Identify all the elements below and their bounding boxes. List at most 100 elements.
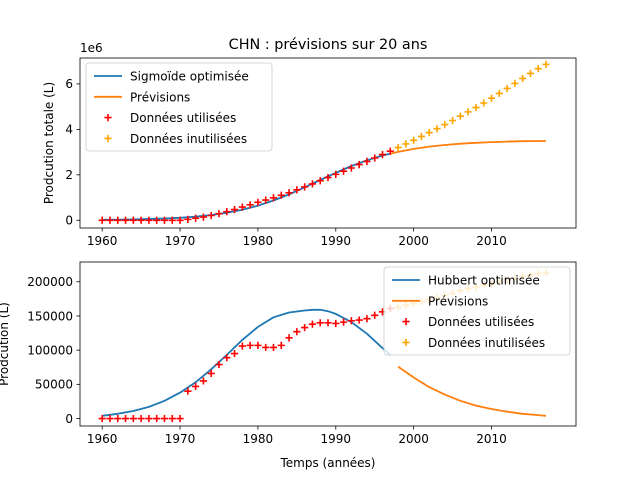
data-point [269,194,278,202]
data-point [285,189,293,197]
legend-marker-handle [104,114,112,122]
legend-label: Hubbert optimisée [428,274,540,288]
data-point [487,94,496,102]
data-point [254,341,262,349]
data-point [301,323,309,332]
data-point [417,132,426,141]
data-point [98,414,106,423]
series-line-1 [390,140,546,155]
data-point [199,377,208,385]
y-tick-label: 200000 [27,275,73,289]
y-offset-label: 1e6 [80,41,103,55]
data-point [324,173,332,182]
data-point [378,150,387,159]
legend-marker-handle [402,318,410,326]
data-point [262,343,270,352]
y-tick-label: 0 [65,412,73,426]
data-point [332,319,340,328]
data-point [238,342,246,350]
data-point [472,103,480,112]
legend: Sigmoïde optimisée Prévisions Données util… [85,62,273,152]
data-point [160,414,169,423]
x-axis-label: Temps (années) [280,456,376,470]
legend-marker-handle [104,134,112,142]
legend-label: Prévisions [428,294,488,308]
data-point [425,128,433,137]
data-point [176,414,184,423]
data-point [277,341,285,349]
y-tick-label: 100000 [27,343,73,357]
data-point [129,414,137,423]
data-point [121,414,130,423]
data-point [176,216,184,224]
legend-label: Prévisions [130,90,190,104]
legend: Hubbert optimisée Prévisions Données utili… [383,266,571,356]
data-point [137,414,145,423]
data-point [262,196,270,204]
x-tick-label: 1970 [165,432,196,446]
x-tick-label: 1990 [321,234,352,248]
chart-title: CHN : prévisions sur 20 ans [229,37,428,53]
x-tick-label: 1980 [243,432,274,446]
data-point [192,214,200,222]
data-point [386,147,394,155]
data-point [230,205,239,214]
data-point [355,160,363,169]
data-point [503,84,511,93]
data-point [207,211,215,220]
legend-label: Sigmoïde optimisée [130,70,249,84]
x-tick-label: 2000 [398,234,429,248]
legend-box [85,62,273,152]
y-tick-label: 150000 [27,309,73,323]
legend-label: Données utilisées [428,315,534,329]
y-axis-label: Prodcution (L) [0,302,11,386]
data-point [402,140,410,148]
data-point [456,112,464,120]
top-panel: 1960 1970 1980 1990 2000 2010 0 2 4 6 1e6 Prodcutio… [42,41,577,248]
data-point [495,89,503,98]
series-line-1 [397,365,547,417]
data-point [448,116,457,125]
data-point [355,316,363,324]
data-point [332,170,340,178]
data-point [106,414,114,423]
data-point [121,216,130,224]
data-point [145,414,153,423]
data-point [207,369,215,378]
y-axis-label: Prodcution totale (L) [42,82,56,204]
data-point [410,136,418,144]
legend-label: Données inutilisées [130,132,247,146]
legend-marker-handle [402,338,410,346]
data-point [526,69,535,78]
data-point [433,125,441,133]
data-point [316,319,324,327]
legend-label: Données inutilisées [428,336,545,350]
data-point [363,157,371,166]
data-point [534,65,542,73]
bottom-panel: 1960 1970 1980 1990 2000 2010 0 50000 100000 1500… [0,261,577,470]
data-point [184,387,192,395]
data-point [153,216,161,224]
data-point [371,311,379,319]
legend-label: Données utilisées [130,111,236,125]
data-point [184,215,192,223]
data-point [246,201,254,209]
plot-frame [79,57,577,229]
data-point [106,216,114,224]
data-point [129,216,137,224]
data-point [223,208,231,216]
data-point [238,203,246,211]
data-point [145,216,153,224]
data-point [293,328,301,336]
y-tick-label: 0 [65,214,73,228]
series-line-0 [102,152,391,221]
y-tick-label: 50000 [35,378,73,392]
data-point [114,216,122,224]
data-point [254,198,262,206]
data-point [230,349,239,358]
data-point [347,317,355,325]
plot-frame [79,261,577,427]
data-point [339,318,348,326]
data-point [160,216,169,224]
